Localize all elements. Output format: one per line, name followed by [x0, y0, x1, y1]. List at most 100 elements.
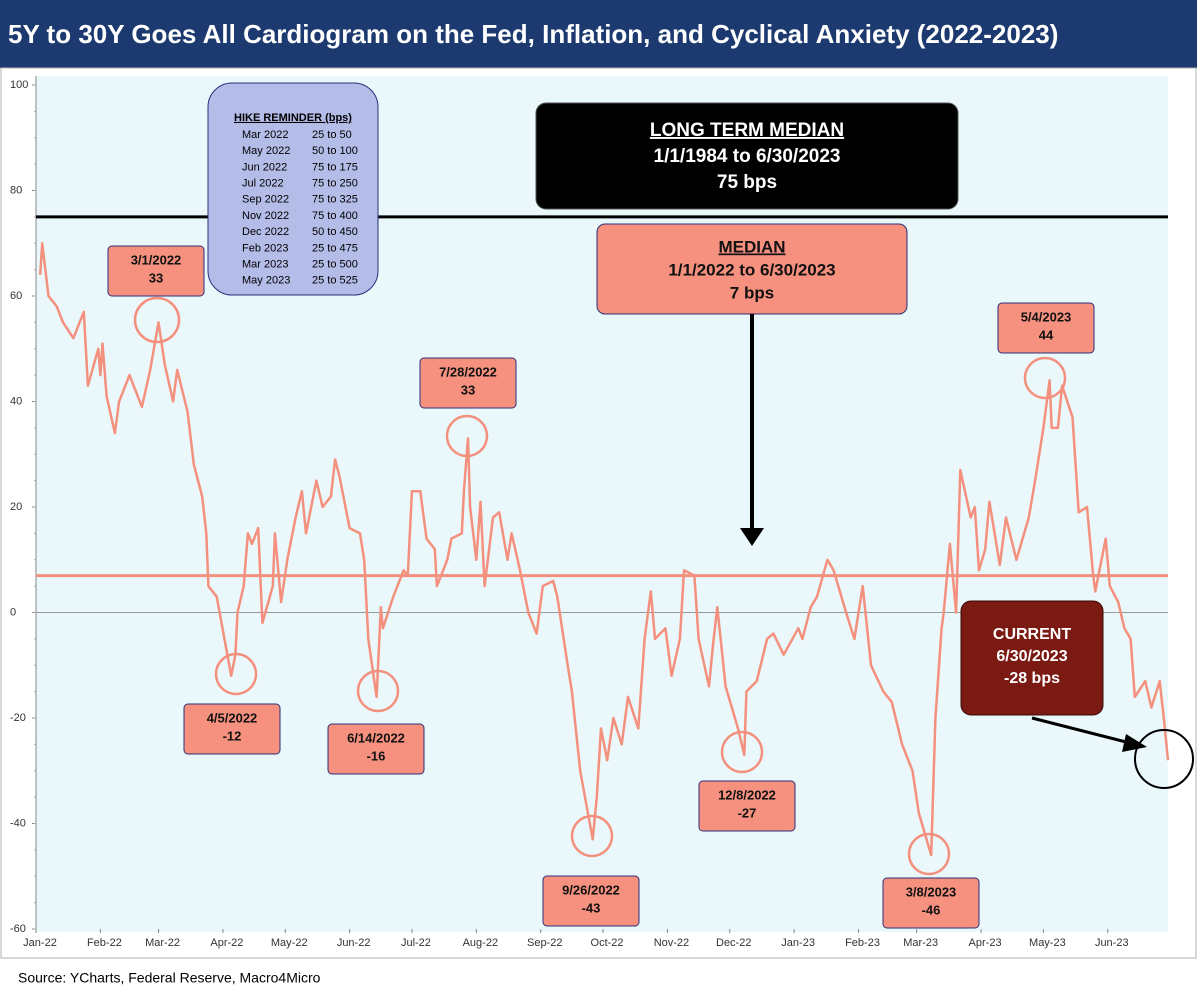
highlight-circle: [133, 296, 181, 344]
hike-date: Dec 2022: [242, 226, 289, 238]
hike-date: Nov 2022: [242, 210, 289, 222]
highlight-circle: [445, 414, 489, 458]
annotation-text: -46: [922, 902, 941, 917]
annotation-text: 6/14/2022: [347, 730, 405, 745]
title-bar: [0, 0, 1197, 68]
annotation-box: [997, 302, 1095, 354]
annotation-box: [419, 357, 517, 409]
current-arrow: [1031, 716, 1131, 745]
annotation-box: [327, 723, 425, 775]
y-tick-label: 100: [10, 79, 28, 91]
y-tick-label: 20: [10, 501, 22, 513]
hike-range: 75 to 325: [312, 194, 358, 206]
highlight-circle: [570, 814, 614, 858]
x-tick-label: Apr-22: [210, 937, 243, 949]
hike-range: 75 to 250: [312, 178, 358, 190]
annotation-text: -12: [223, 728, 242, 743]
median-arrowhead: [740, 528, 764, 546]
y-tick-label: 80: [10, 184, 22, 196]
y-tick-label: 0: [10, 606, 16, 618]
annotation-text: -43: [582, 900, 601, 915]
x-tick-label: Jul-22: [401, 937, 431, 949]
annotation-text: 7/28/2022: [439, 364, 497, 379]
highlight-circle: [907, 832, 951, 876]
y-tick-label: -20: [10, 712, 26, 724]
y-tick-label: 60: [10, 290, 22, 302]
annotation-text: 33: [149, 270, 163, 285]
long-term-median-text: LONG TERM MEDIAN: [650, 120, 844, 141]
median-text: MEDIAN: [718, 237, 785, 256]
annotation-text: -16: [367, 748, 386, 763]
y-tick-label: 40: [10, 395, 22, 407]
hike-date: Sep 2022: [242, 194, 289, 206]
chart-title: 5Y to 30Y Goes All Cardiogram on the Fed…: [8, 19, 1058, 49]
hike-date: Jul 2022: [242, 178, 284, 190]
x-tick-label: Jun-23: [1095, 937, 1129, 949]
x-tick-label: Dec-22: [716, 937, 751, 949]
x-tick-label: Nov-22: [654, 937, 689, 949]
x-tick-label: Oct-22: [591, 937, 624, 949]
current-arrowhead: [1122, 734, 1147, 752]
x-tick-label: Jun-22: [337, 937, 371, 949]
hike-date: Feb 2023: [242, 242, 288, 254]
hike-range: 25 to 525: [312, 275, 358, 287]
annotation-text: -27: [738, 805, 757, 820]
annotation-box: [107, 245, 205, 297]
hike-range: 25 to 500: [312, 259, 358, 271]
annotation-box: [542, 875, 640, 927]
x-tick-label: Feb-23: [845, 937, 880, 949]
annotation-text: 44: [1039, 327, 1054, 342]
hike-box: [207, 82, 379, 296]
long-term-median-text: 75 bps: [717, 172, 777, 193]
median-text: 7 bps: [730, 283, 774, 302]
annotation-text: 33: [461, 382, 475, 397]
x-tick-label: Sep-22: [527, 937, 562, 949]
annotation-box: [183, 703, 281, 755]
current-text: -28 bps: [1004, 670, 1060, 687]
x-tick-label: Jan-22: [23, 937, 57, 949]
source-note: Source: YCharts, Federal Reserve, Macro4…: [18, 970, 321, 986]
hike-range: 50 to 100: [312, 145, 358, 157]
long-term-median-box: [535, 102, 959, 210]
x-tick-label: Mar-23: [903, 937, 938, 949]
hike-date: Mar 2022: [242, 129, 288, 141]
highlight-circle: [1023, 356, 1067, 400]
annotation-text: 3/1/2022: [131, 252, 182, 267]
hike-range: 50 to 450: [312, 226, 358, 238]
y-tick-label: -40: [10, 817, 26, 829]
y-tick-label: -60: [10, 923, 26, 935]
x-tick-label: Apr-23: [969, 937, 1002, 949]
hike-range: 75 to 400: [312, 210, 358, 222]
x-tick-label: Feb-22: [87, 937, 122, 949]
hike-range: 25 to 50: [312, 129, 352, 141]
annotation-text: 4/5/2022: [207, 710, 258, 725]
data-line: [38, 242, 1170, 857]
x-tick-label: Aug-22: [463, 937, 498, 949]
x-tick-label: May-23: [1029, 937, 1066, 949]
hike-date: Mar 2023: [242, 259, 288, 271]
current-box: [960, 600, 1104, 716]
current-circle: [1134, 729, 1194, 789]
highlight-circle: [720, 730, 764, 774]
hike-date: May 2023: [242, 275, 290, 287]
annotation-text: 3/8/2023: [906, 884, 957, 899]
x-tick-label: May-22: [271, 937, 308, 949]
hike-date: Jun 2022: [242, 161, 287, 173]
annotation-box: [698, 780, 796, 832]
annotation-box: [882, 877, 980, 929]
x-tick-label: Mar-22: [145, 937, 180, 949]
median-text: 1/1/2022 to 6/30/2023: [668, 260, 835, 279]
hike-date: May 2022: [242, 145, 290, 157]
annotation-text: 12/8/2022: [718, 787, 776, 802]
current-text: CURRENT: [993, 626, 1071, 643]
highlight-circle: [214, 652, 258, 696]
x-tick-label: Jan-23: [781, 937, 815, 949]
hike-title: HIKE REMINDER (bps): [234, 112, 352, 124]
current-text: 6/30/2023: [996, 648, 1067, 665]
highlight-circle: [356, 669, 400, 713]
annotation-text: 5/4/2023: [1021, 309, 1072, 324]
hike-range: 25 to 475: [312, 242, 358, 254]
hike-range: 75 to 175: [312, 161, 358, 173]
long-term-median-text: 1/1/1984 to 6/30/2023: [654, 146, 841, 167]
